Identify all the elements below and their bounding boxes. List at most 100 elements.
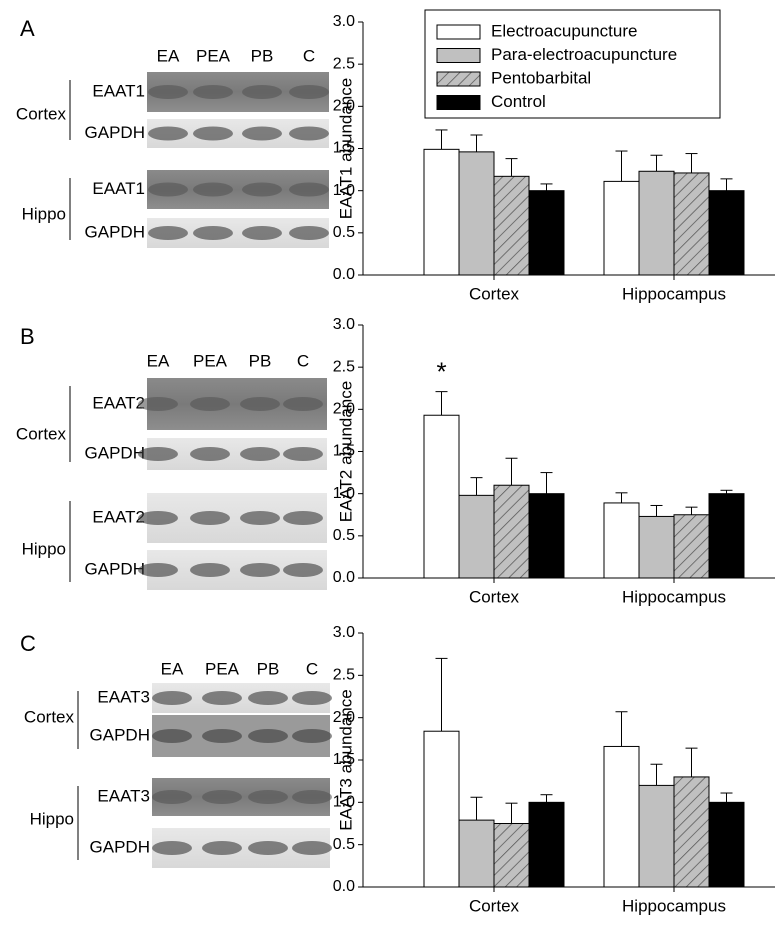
blot-band <box>152 729 192 743</box>
blot-band <box>248 790 288 804</box>
blot-label: EAAT3 <box>97 687 150 706</box>
bar <box>603 745 640 888</box>
legend-swatch <box>436 95 481 110</box>
blot-band <box>193 182 233 197</box>
blot-band <box>152 790 192 804</box>
bar <box>638 784 675 888</box>
region-label: Hippo <box>22 204 66 223</box>
blot-band <box>148 182 188 197</box>
bar <box>603 180 640 276</box>
region-label: Cortex <box>16 424 67 443</box>
blot-band <box>248 691 288 705</box>
legend-label: Control <box>491 92 546 111</box>
lane-label: EA <box>161 659 184 678</box>
blot-band <box>152 691 192 705</box>
panel-letter: A <box>20 16 35 41</box>
legend-label: Electroacupuncture <box>491 21 637 40</box>
y-tick-label: 1.5 <box>333 140 355 157</box>
blot-label: EAAT1 <box>92 179 145 198</box>
blot-band <box>202 691 242 705</box>
y-tick-label: 2.0 <box>333 98 355 115</box>
blot-label: EAAT1 <box>92 81 145 100</box>
y-tick-label: 2.5 <box>333 55 355 72</box>
blot-band <box>242 126 282 141</box>
y-tick-label: 3.0 <box>333 13 355 30</box>
y-tick-label: 2.0 <box>333 709 355 726</box>
bar <box>638 170 675 276</box>
region-label: Cortex <box>24 707 75 726</box>
y-axis-label: EAAT2 abundance <box>336 381 355 522</box>
y-axis-label: EAAT1 abundance <box>336 78 355 219</box>
blot-band <box>240 563 280 577</box>
lane-label: PB <box>251 46 274 65</box>
blot-band <box>289 85 329 99</box>
blot-band <box>240 397 280 411</box>
region-label: Cortex <box>16 104 67 123</box>
blot-band <box>248 841 288 855</box>
lane-label: PEA <box>205 659 240 678</box>
bar <box>673 172 710 276</box>
blot-label: EAAT2 <box>92 507 145 526</box>
blot-label: GAPDH <box>85 559 145 578</box>
y-tick-label: 0.0 <box>333 569 355 586</box>
legend-swatch <box>436 24 481 40</box>
blot-band <box>190 563 230 577</box>
blot-band <box>138 563 178 577</box>
y-tick-label: 1.5 <box>333 443 355 460</box>
blot-band <box>283 397 323 411</box>
blot-band <box>289 226 329 240</box>
blot-band <box>138 511 178 525</box>
lane-label: PB <box>257 659 280 678</box>
blot-band <box>283 511 323 525</box>
y-tick-label: 1.0 <box>333 794 355 811</box>
blot-label: GAPDH <box>90 725 150 744</box>
y-tick-label: 1.0 <box>333 182 355 199</box>
lane-label: C <box>306 659 318 678</box>
lane-label: PB <box>249 351 272 370</box>
annotation: * <box>436 356 446 386</box>
bar <box>528 190 565 276</box>
bar <box>673 776 710 888</box>
y-tick-label: 0.5 <box>333 224 355 241</box>
bar <box>458 819 495 888</box>
bar <box>458 494 495 579</box>
blot-band <box>242 226 282 240</box>
blot-band <box>292 841 332 855</box>
x-tick-label: Cortex <box>469 587 520 606</box>
blot-band <box>248 729 288 743</box>
bar <box>423 730 460 888</box>
blot-band <box>193 85 233 99</box>
blot-band <box>190 397 230 411</box>
x-tick-label: Hippocampus <box>622 284 726 303</box>
y-tick-label: 0.5 <box>333 527 355 544</box>
y-tick-label: 0.0 <box>333 878 355 895</box>
lane-label: EA <box>157 46 180 65</box>
blot-label: GAPDH <box>85 222 145 241</box>
blot-band <box>152 841 192 855</box>
blot-label: GAPDH <box>90 837 150 856</box>
y-axis-label: EAAT3 abundance <box>336 689 355 830</box>
region-label: Hippo <box>22 539 66 558</box>
legend-swatch <box>436 71 481 87</box>
blot-band <box>240 511 280 525</box>
bar <box>493 484 530 579</box>
blot-band <box>240 447 280 461</box>
blot-band <box>148 85 188 99</box>
bar <box>528 493 565 579</box>
y-tick-label: 1.0 <box>333 485 355 502</box>
y-tick-label: 2.0 <box>333 401 355 418</box>
bar <box>708 190 745 276</box>
bar <box>458 151 495 276</box>
lane-label: C <box>303 46 315 65</box>
blot-band <box>242 85 282 99</box>
blot-label: EAAT2 <box>92 393 145 412</box>
blot-band <box>283 447 323 461</box>
bar <box>493 175 530 276</box>
blot-band <box>289 126 329 141</box>
bar <box>528 801 565 888</box>
panel-letter: B <box>20 324 35 349</box>
blot-band <box>292 790 332 804</box>
legend-swatch <box>436 48 481 63</box>
y-tick-label: 0.5 <box>333 836 355 853</box>
